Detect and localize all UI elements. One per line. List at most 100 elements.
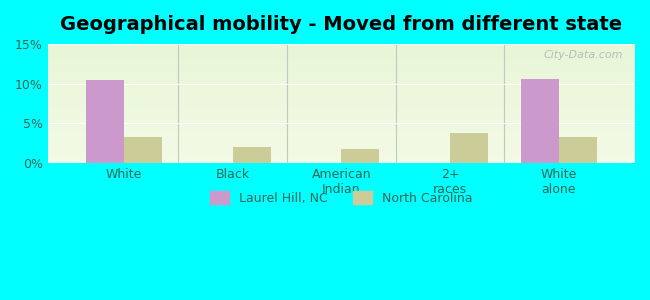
Bar <box>47 153 635 154</box>
Bar <box>47 94 635 95</box>
Bar <box>47 69 635 70</box>
Bar <box>47 157 635 158</box>
Bar <box>47 100 635 101</box>
Bar <box>47 142 635 143</box>
Bar <box>47 102 635 104</box>
Legend: Laurel Hill, NC, North Carolina: Laurel Hill, NC, North Carolina <box>204 185 478 211</box>
Bar <box>47 118 635 119</box>
Bar <box>47 46 635 47</box>
Bar <box>47 124 635 125</box>
Bar <box>47 120 635 122</box>
Bar <box>233 147 270 163</box>
Bar <box>47 75 635 76</box>
Bar <box>47 125 635 126</box>
Bar <box>450 133 488 163</box>
Bar <box>47 57 635 58</box>
Bar <box>47 82 635 83</box>
Bar <box>47 155 635 156</box>
Bar <box>341 149 380 163</box>
Bar <box>47 126 635 128</box>
Bar <box>47 65 635 67</box>
Bar <box>47 135 635 136</box>
Title: Geographical mobility - Moved from different state: Geographical mobility - Moved from diffe… <box>60 15 623 34</box>
Bar <box>47 141 635 142</box>
Bar <box>47 95 635 96</box>
Bar <box>47 107 635 108</box>
Bar <box>47 74 635 75</box>
Bar <box>47 119 635 120</box>
Bar <box>47 58 635 59</box>
Bar <box>47 93 635 94</box>
Bar <box>47 113 635 114</box>
Bar <box>521 79 559 163</box>
Bar <box>47 128 635 129</box>
Bar <box>47 110 635 111</box>
Bar <box>47 129 635 130</box>
Bar <box>47 79 635 80</box>
Bar <box>559 137 597 163</box>
Bar <box>47 105 635 106</box>
Bar <box>47 148 635 149</box>
Bar <box>47 111 635 112</box>
Bar <box>47 99 635 100</box>
Bar <box>47 137 635 138</box>
Bar <box>47 160 635 161</box>
Bar <box>47 143 635 144</box>
Bar <box>47 83 635 85</box>
Bar <box>47 91 635 92</box>
Bar <box>47 89 635 91</box>
Bar <box>47 50 635 51</box>
Bar <box>47 154 635 155</box>
Bar <box>47 51 635 52</box>
Text: City-Data.com: City-Data.com <box>544 50 623 60</box>
Bar <box>47 88 635 89</box>
Bar <box>47 108 635 110</box>
Bar <box>47 156 635 157</box>
Bar <box>47 59 635 61</box>
Bar <box>47 81 635 82</box>
Bar <box>47 45 635 46</box>
Bar <box>47 147 635 148</box>
Bar <box>47 140 635 141</box>
Bar <box>47 131 635 132</box>
Bar <box>47 55 635 56</box>
Bar <box>47 52 635 53</box>
Bar <box>47 53 635 55</box>
Bar <box>86 80 124 163</box>
Bar <box>47 161 635 162</box>
Bar <box>47 85 635 86</box>
Bar <box>47 64 635 65</box>
Bar <box>47 162 635 163</box>
Bar <box>47 130 635 131</box>
Bar <box>47 44 635 45</box>
Bar <box>124 137 162 163</box>
Bar <box>47 150 635 152</box>
Bar <box>47 106 635 107</box>
Bar <box>47 138 635 140</box>
Bar <box>47 63 635 64</box>
Bar <box>47 103 635 105</box>
Bar <box>47 73 635 74</box>
Bar <box>47 92 635 93</box>
Bar <box>47 152 635 153</box>
Bar <box>47 67 635 68</box>
Bar <box>47 77 635 79</box>
Bar <box>47 71 635 73</box>
Bar <box>47 136 635 137</box>
Bar <box>47 61 635 62</box>
Bar <box>47 122 635 123</box>
Bar <box>47 47 635 49</box>
Bar <box>47 123 635 124</box>
Bar <box>47 158 635 160</box>
Bar <box>47 112 635 113</box>
Bar <box>47 101 635 102</box>
Bar <box>47 117 635 118</box>
Bar <box>47 132 635 134</box>
Bar <box>47 56 635 57</box>
Bar <box>47 87 635 88</box>
Bar <box>47 80 635 81</box>
Bar <box>47 96 635 98</box>
Bar <box>47 98 635 99</box>
Bar <box>47 62 635 63</box>
Bar <box>47 70 635 71</box>
